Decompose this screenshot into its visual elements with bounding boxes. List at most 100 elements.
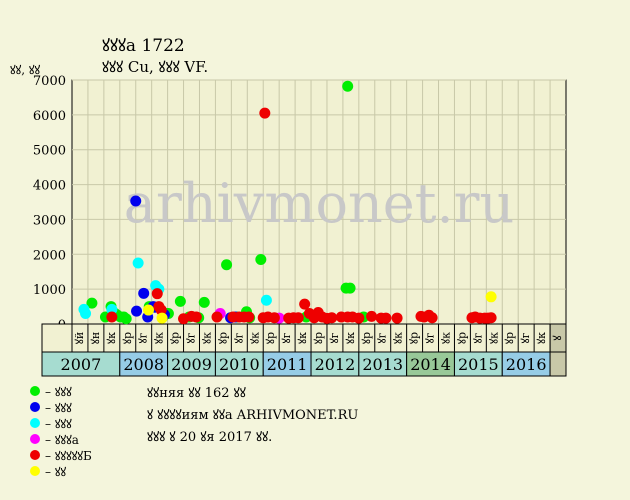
y-tick-label: 6000 (33, 109, 66, 124)
year-label: 2008 (123, 355, 164, 374)
period-label: ꙋк (153, 332, 166, 344)
period-label: ꙋг (280, 332, 293, 343)
y-tick-label: 4000 (33, 179, 66, 194)
y-tick-label: 3000 (33, 213, 66, 228)
period-label: ꙋр (455, 332, 468, 344)
legend-dot (30, 402, 40, 412)
data-point (156, 312, 168, 324)
data-point (86, 297, 98, 309)
legend-dot (30, 386, 40, 396)
legend-label: – ꙋꙋꙋа (45, 433, 79, 447)
period-label: ꙋй (73, 332, 86, 345)
data-point (130, 195, 142, 207)
chart-title: ꙋꙋꙋа 1722 (102, 36, 185, 56)
period-label: ꙋк (392, 332, 405, 344)
data-point (380, 312, 392, 324)
legend-label: – ꙋꙋꙋ (45, 385, 72, 399)
data-point (132, 257, 144, 269)
watermark: arhivmonet.ru (124, 172, 514, 235)
data-point (155, 304, 167, 316)
data-point (353, 312, 365, 324)
period-label: ꙋр (312, 332, 325, 344)
data-point (255, 254, 267, 266)
data-point (221, 259, 233, 271)
data-point (326, 312, 338, 324)
year-cell (214, 351, 264, 377)
period-label: ꙋг (185, 332, 198, 343)
y-axis-label: ꙋꙋ, ꙋꙋ (10, 63, 41, 77)
period-label: ꙋг (376, 332, 389, 343)
data-point (292, 312, 304, 324)
year-cell (262, 351, 312, 377)
year-cell (406, 351, 455, 377)
period-label: ꙋк (248, 332, 261, 344)
period-label: ꙋг (519, 332, 532, 343)
period-label: ꙋр (408, 332, 421, 344)
year-label: 2013 (362, 355, 403, 374)
period-label: ꙋг (232, 332, 245, 343)
data-point (120, 313, 132, 325)
y-tick-label: 5000 (33, 144, 66, 159)
period-label: ꙋ (551, 335, 564, 340)
data-point (211, 311, 223, 323)
chart-plot: 01000200030004000500060007000arhivmonet.… (33, 74, 567, 377)
note-source: ꙋ ꙋꙋꙋꙋиям ꙋꙋа ARHIVMONET.RU (147, 408, 359, 423)
period-label: ꙋр (121, 332, 134, 344)
data-point (106, 303, 118, 315)
period-label: ꙋк (439, 332, 452, 344)
year-label: 2015 (458, 355, 499, 374)
period-label: ꙋр (360, 332, 373, 344)
data-point (80, 308, 92, 320)
year-cell (119, 351, 169, 377)
data-point (106, 311, 118, 323)
data-point (190, 311, 202, 323)
period-label: ꙋк (487, 332, 500, 344)
period-label: ꙋг (137, 332, 150, 343)
year-label: 2014 (410, 355, 451, 374)
period-label: ꙋк (296, 332, 309, 344)
year-label: 2016 (506, 355, 547, 374)
legend-dot (30, 450, 40, 460)
period-label: ꙋн (89, 332, 102, 345)
period-label: ꙋг (328, 332, 341, 343)
y-tick-label: 2000 (33, 248, 66, 263)
year-label: 2009 (171, 355, 212, 374)
data-point (268, 312, 280, 324)
data-point (342, 80, 354, 92)
period-label: ꙋк (105, 332, 118, 344)
year-cell (453, 351, 503, 377)
period-label: ꙋр (169, 332, 182, 344)
year-label: 2012 (315, 355, 356, 374)
data-point (344, 282, 356, 294)
data-point (151, 288, 163, 300)
legend-label: – ꙋꙋꙋꙋꙋБ (45, 449, 92, 463)
legend-dot (30, 418, 40, 428)
legend-label: – ꙋꙋꙋ (45, 401, 72, 415)
data-point (243, 311, 255, 323)
year-label: 2010 (219, 355, 260, 374)
note-date: ꙋꙋꙋ ꙋ 20 ꙋя 2017 ꙋꙋ. (147, 430, 273, 445)
year-cell (310, 351, 360, 377)
year-cell-partial (549, 351, 567, 377)
data-point (142, 304, 154, 316)
legend-label: – ꙋꙋꙋ (45, 417, 72, 431)
note-count: ꙋꙋняя ꙋꙋ 162 ꙋꙋ (147, 386, 246, 401)
period-label: ꙋг (471, 332, 484, 343)
y-tick-label: 7000 (33, 74, 66, 89)
period-row (41, 323, 567, 353)
year-label: 2007 (61, 355, 102, 374)
legend-dot (30, 466, 40, 476)
year-cell (358, 351, 408, 377)
period-label: ꙋр (264, 332, 277, 344)
period-label: ꙋк (200, 332, 213, 344)
y-tick-label: 1000 (33, 283, 66, 298)
data-point (138, 287, 150, 299)
data-point (198, 296, 210, 308)
data-point (485, 291, 497, 303)
chart-notes: ꙋꙋняя ꙋꙋ 162 ꙋꙋ ꙋ ꙋꙋꙋꙋиям ꙋꙋа ARHIVMONET… (147, 383, 358, 449)
data-point (426, 312, 438, 324)
year-cell (41, 351, 121, 377)
period-label: ꙋг (424, 332, 437, 343)
legend-dot (30, 434, 40, 444)
year-cell (501, 351, 551, 377)
